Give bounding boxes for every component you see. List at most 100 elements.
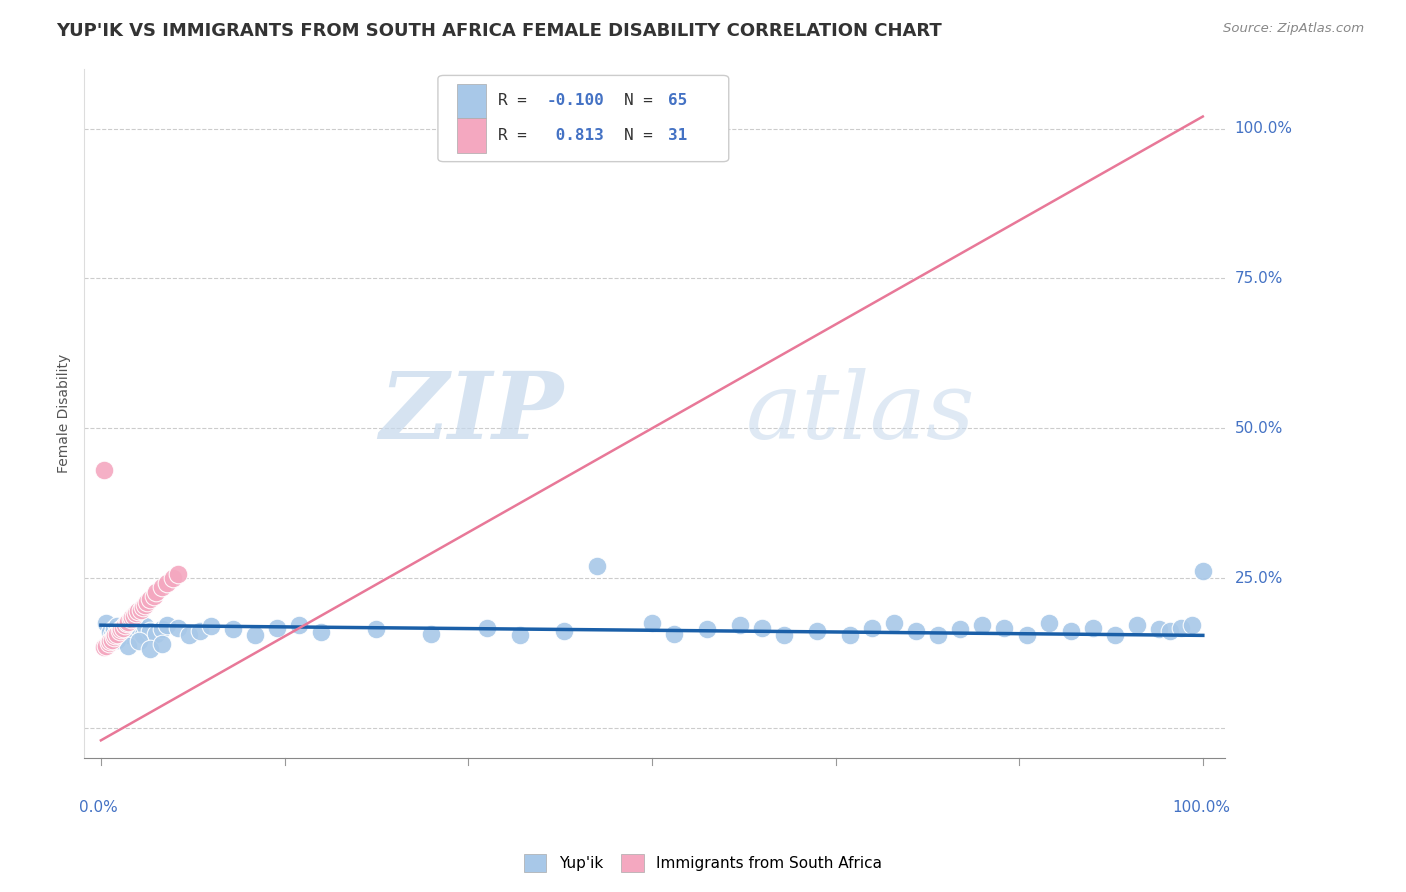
- Point: [122, 625, 145, 640]
- Point: [475, 621, 498, 635]
- Point: [108, 624, 131, 639]
- Point: [167, 621, 190, 635]
- Point: [311, 625, 333, 640]
- Point: [806, 624, 828, 639]
- Point: [1181, 618, 1204, 632]
- Point: [1104, 628, 1126, 642]
- Point: [243, 628, 266, 642]
- Point: [96, 639, 118, 653]
- Point: [266, 621, 288, 635]
- Point: [103, 630, 125, 644]
- FancyBboxPatch shape: [437, 76, 728, 161]
- Point: [167, 566, 190, 581]
- Point: [366, 623, 388, 637]
- Point: [132, 600, 155, 615]
- Point: [1059, 624, 1081, 639]
- Point: [773, 628, 796, 642]
- Point: [111, 621, 134, 635]
- Text: -0.100: -0.100: [547, 94, 605, 109]
- Text: atlas: atlas: [745, 368, 976, 458]
- Text: ZIP: ZIP: [380, 368, 564, 458]
- Point: [1081, 621, 1104, 635]
- Point: [110, 626, 132, 640]
- Point: [1147, 623, 1170, 637]
- Point: [905, 624, 928, 639]
- Point: [145, 626, 167, 640]
- Point: [288, 618, 311, 632]
- Point: [104, 628, 127, 642]
- Point: [132, 628, 155, 642]
- Point: [103, 623, 125, 637]
- Point: [150, 581, 173, 595]
- Point: [122, 608, 145, 623]
- Point: [927, 628, 949, 642]
- Point: [107, 626, 129, 640]
- Point: [117, 639, 139, 653]
- Point: [150, 637, 173, 651]
- Point: [101, 632, 124, 647]
- Point: [110, 623, 132, 637]
- Point: [1015, 628, 1038, 642]
- Point: [696, 623, 718, 637]
- Legend: Yup'ik, Immigrants from South Africa: Yup'ik, Immigrants from South Africa: [516, 846, 890, 880]
- Point: [839, 628, 862, 642]
- Text: 75.0%: 75.0%: [1234, 271, 1282, 286]
- Point: [728, 618, 751, 632]
- Point: [860, 621, 883, 635]
- Point: [509, 628, 531, 642]
- Point: [1159, 624, 1181, 639]
- Y-axis label: Female Disability: Female Disability: [58, 354, 72, 473]
- Point: [1191, 564, 1213, 578]
- Point: [156, 576, 179, 591]
- Point: [114, 621, 136, 635]
- Point: [107, 619, 129, 633]
- Text: 31: 31: [668, 128, 688, 143]
- Point: [553, 624, 575, 639]
- Point: [125, 616, 148, 631]
- Point: [751, 621, 773, 635]
- Point: [993, 621, 1015, 635]
- FancyBboxPatch shape: [457, 84, 486, 118]
- Point: [222, 623, 245, 637]
- Point: [121, 610, 143, 624]
- Point: [114, 618, 136, 632]
- Point: [128, 634, 150, 648]
- Point: [128, 621, 150, 635]
- Point: [117, 628, 139, 642]
- Point: [200, 619, 222, 633]
- Point: [972, 618, 994, 632]
- Point: [142, 590, 165, 604]
- Text: 25.0%: 25.0%: [1234, 571, 1282, 586]
- Point: [98, 625, 121, 640]
- Point: [117, 615, 139, 629]
- Point: [93, 463, 115, 477]
- Point: [98, 634, 121, 648]
- Point: [107, 632, 129, 647]
- Point: [1125, 618, 1147, 632]
- Point: [585, 559, 607, 574]
- Text: R =: R =: [498, 94, 537, 109]
- FancyBboxPatch shape: [457, 118, 486, 153]
- Point: [120, 612, 142, 626]
- Point: [420, 626, 443, 640]
- Point: [136, 595, 159, 609]
- Text: YUP'IK VS IMMIGRANTS FROM SOUTH AFRICA FEMALE DISABILITY CORRELATION CHART: YUP'IK VS IMMIGRANTS FROM SOUTH AFRICA F…: [56, 22, 942, 40]
- Text: 65: 65: [668, 94, 688, 109]
- Text: N =: N =: [624, 94, 662, 109]
- Point: [156, 618, 179, 632]
- Text: 0.813: 0.813: [547, 128, 605, 143]
- Point: [134, 599, 156, 613]
- Text: R =: R =: [498, 128, 537, 143]
- Point: [125, 606, 148, 620]
- Text: 0.0%: 0.0%: [79, 800, 118, 814]
- Point: [93, 640, 115, 655]
- Point: [111, 624, 134, 639]
- Point: [1170, 621, 1192, 635]
- Point: [121, 618, 143, 632]
- Point: [96, 616, 118, 631]
- Point: [129, 602, 152, 616]
- Point: [127, 604, 149, 618]
- Point: [949, 623, 972, 637]
- Point: [641, 616, 664, 631]
- Point: [145, 584, 167, 599]
